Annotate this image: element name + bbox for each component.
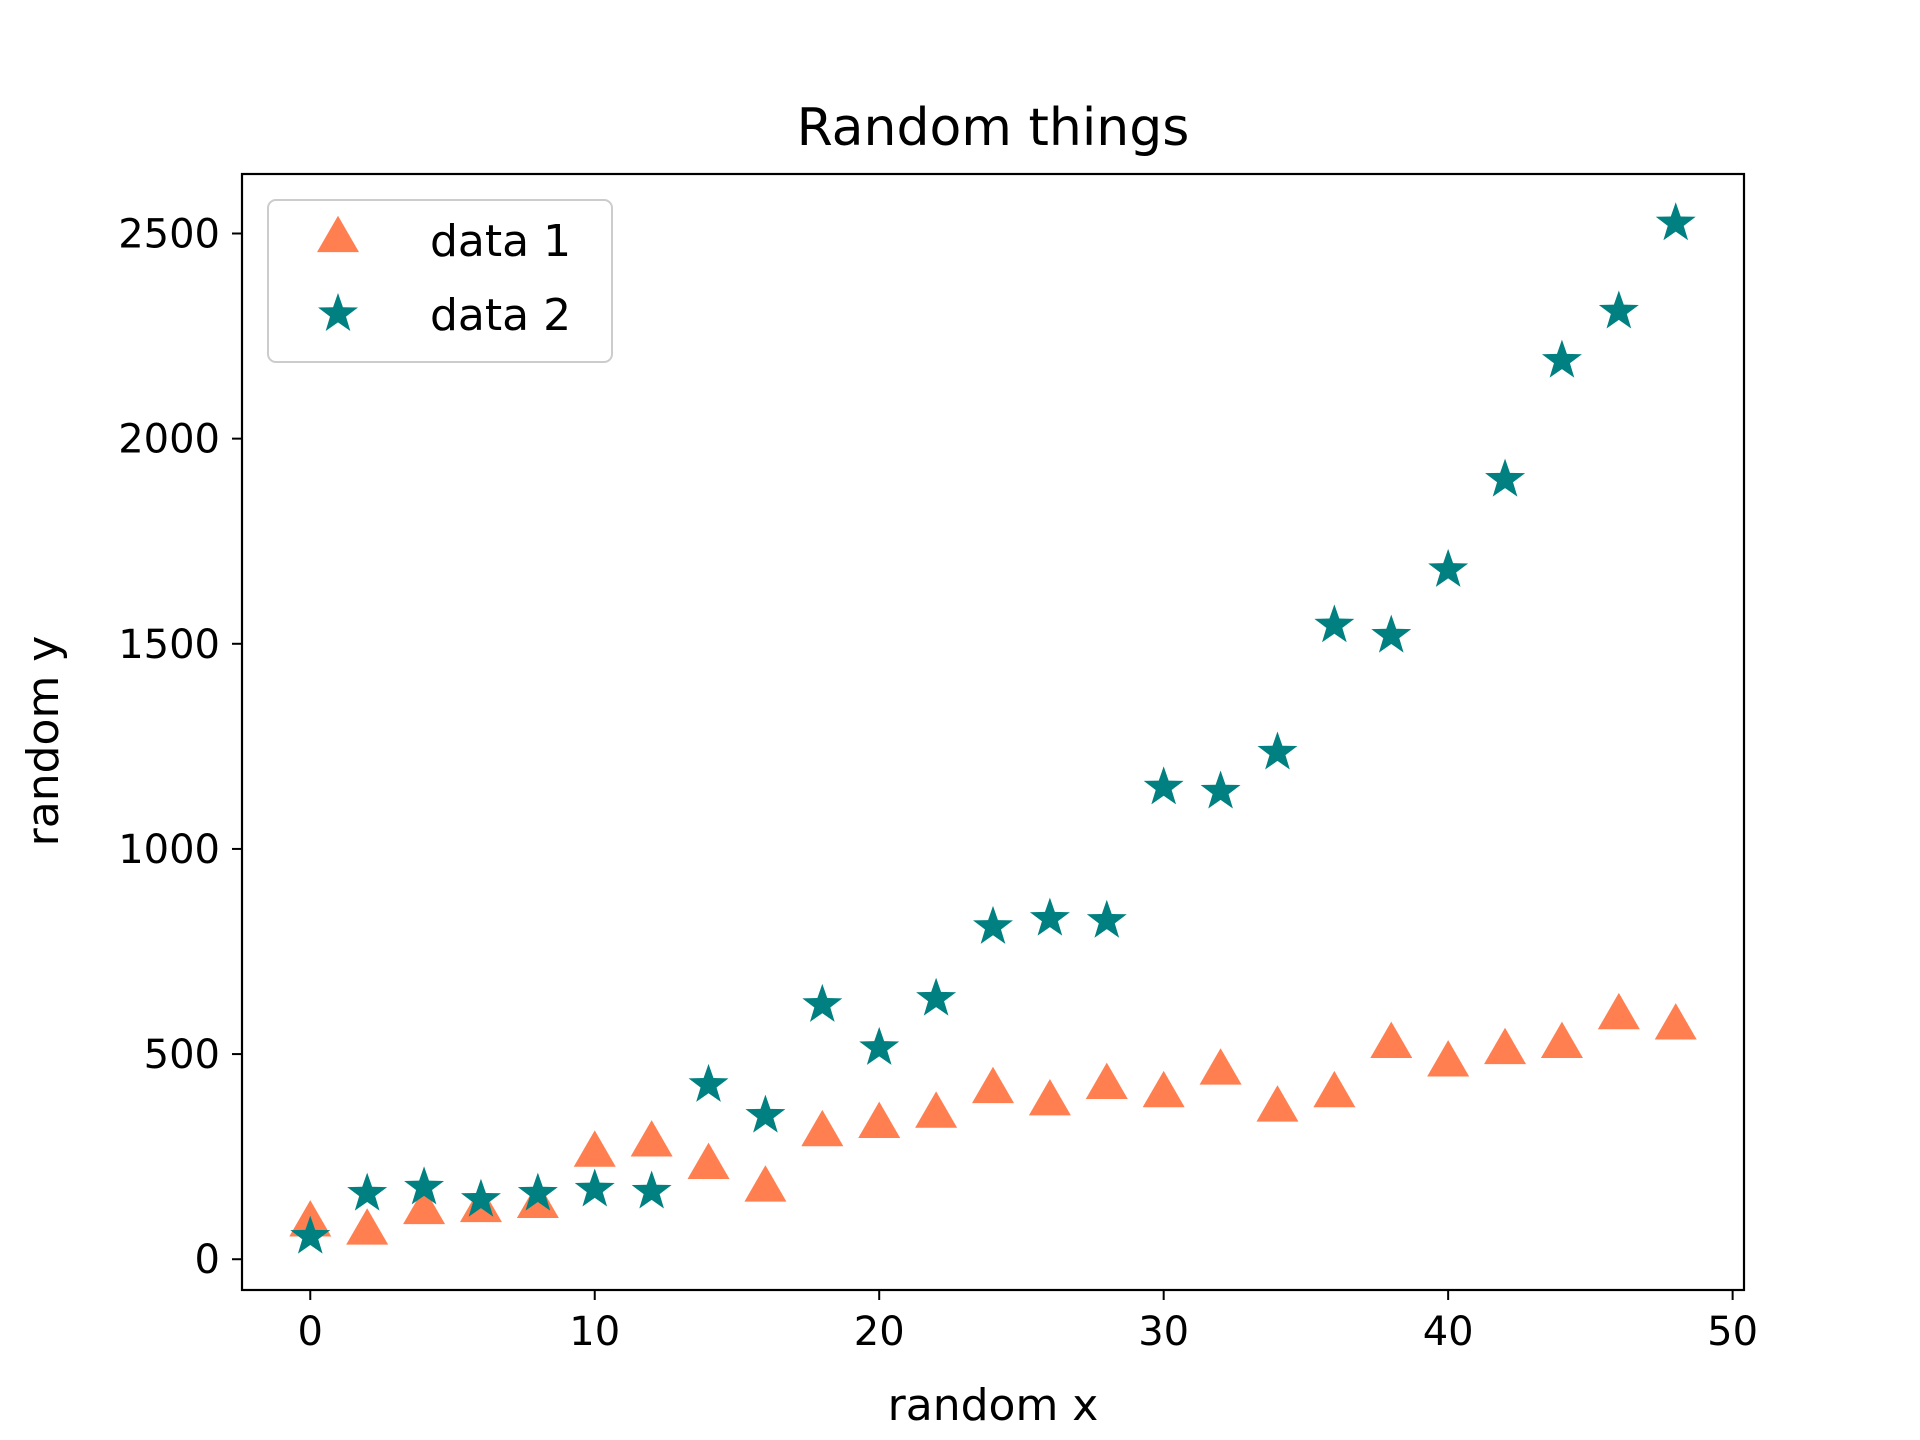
data-point — [1370, 1021, 1413, 1058]
data-point — [346, 1208, 389, 1245]
x-tick-label: 40 — [1423, 1309, 1474, 1355]
axes-frame — [240, 172, 1746, 1292]
legend-marker-triangle — [317, 215, 359, 253]
data-point — [573, 1130, 616, 1167]
data-point — [1314, 604, 1355, 643]
data-point — [404, 1166, 445, 1205]
data-point — [1428, 548, 1469, 587]
y-tick-label: 500 — [144, 1032, 220, 1078]
data-point — [1484, 1027, 1527, 1065]
x-tick-label: 50 — [1707, 1309, 1758, 1355]
x-tick-label: 20 — [854, 1309, 905, 1355]
data-point — [1086, 899, 1127, 938]
data-point — [1029, 897, 1070, 936]
data-point — [290, 1215, 331, 1254]
data-point — [1654, 1003, 1697, 1040]
data-point — [916, 977, 957, 1016]
data-point — [1427, 1040, 1470, 1077]
data-point — [1598, 290, 1639, 329]
data-point — [630, 1120, 673, 1157]
data-point — [858, 1101, 901, 1138]
data-point — [1142, 1070, 1185, 1108]
legend-label: data 1 — [430, 216, 571, 267]
legend-box — [267, 199, 613, 363]
plot-area — [289, 202, 1697, 1254]
data-point — [802, 983, 843, 1022]
data-point — [745, 1094, 786, 1133]
data-point — [972, 1066, 1014, 1104]
data-point — [403, 1187, 446, 1225]
y-tick-label: 2500 — [118, 211, 220, 257]
data-point — [688, 1063, 729, 1102]
x-tick-label: 10 — [569, 1309, 620, 1355]
data-point — [631, 1170, 672, 1209]
legend-marker-star — [318, 293, 358, 331]
data-point — [801, 1109, 844, 1147]
data-point — [1313, 1070, 1356, 1108]
y-tick-label: 0 — [195, 1237, 220, 1283]
data-point — [1485, 458, 1526, 497]
data-point — [574, 1168, 615, 1207]
data-point — [744, 1165, 787, 1202]
data-point — [460, 1178, 501, 1217]
data-point — [517, 1172, 558, 1211]
data-point — [1085, 1062, 1128, 1100]
legend-label: data 2 — [430, 290, 571, 341]
chart-title: Random things — [797, 98, 1190, 158]
data-point — [1655, 202, 1696, 241]
y-axis-label: random y — [18, 636, 69, 847]
x-tick-label: 30 — [1138, 1309, 1189, 1355]
series-2 — [290, 202, 1696, 1254]
data-point — [1028, 1079, 1071, 1116]
y-tick-label: 1000 — [118, 827, 220, 873]
data-point — [1597, 992, 1640, 1030]
data-point — [1256, 1085, 1299, 1122]
data-point — [1540, 1021, 1583, 1058]
data-point — [1541, 339, 1582, 378]
x-axis-label: random x — [888, 1380, 1099, 1431]
data-point — [347, 1172, 388, 1211]
data-point — [973, 905, 1013, 944]
data-point — [915, 1091, 958, 1128]
legend: data 1 data 2 — [267, 199, 613, 363]
data-point — [1143, 766, 1184, 805]
data-point — [1200, 770, 1241, 809]
x-tick-label: 0 — [298, 1309, 323, 1355]
data-point — [1257, 731, 1298, 770]
data-point — [1199, 1048, 1242, 1085]
data-point — [687, 1142, 730, 1180]
y-tick-label: 2000 — [118, 417, 220, 463]
data-point — [859, 1026, 900, 1065]
series-1 — [289, 992, 1697, 1245]
y-tick-label: 1500 — [118, 622, 220, 668]
data-point — [1371, 614, 1412, 653]
